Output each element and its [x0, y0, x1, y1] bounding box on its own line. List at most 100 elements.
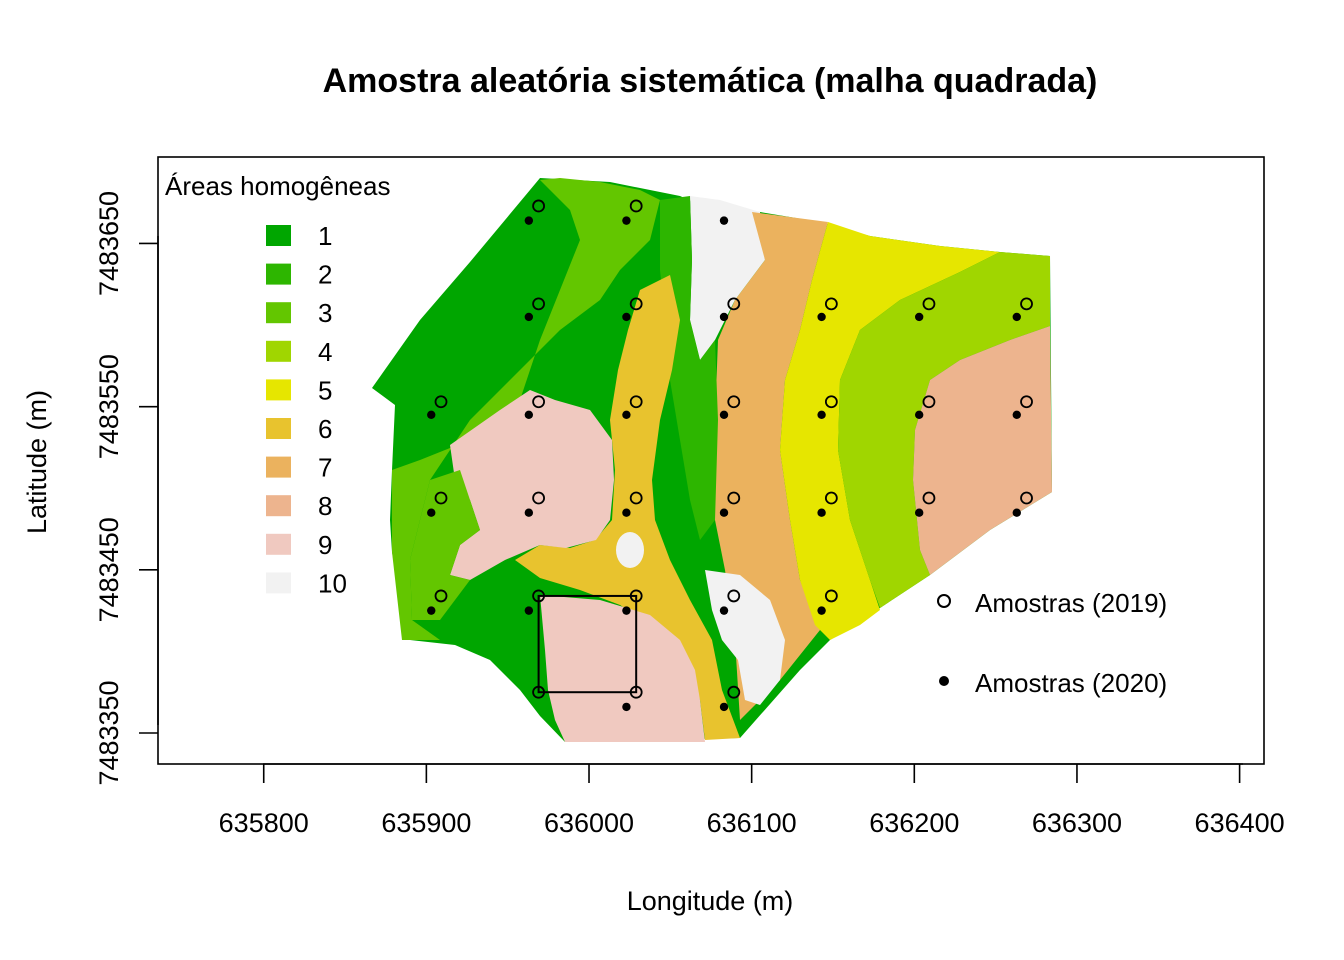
- sample-2020-point: [1012, 312, 1021, 322]
- zones-legend: Áreas homogêneas 1 2 3 4 5 6 7 8 9 10: [165, 171, 390, 598]
- sample-2019-point: [629, 297, 643, 311]
- zone-legend-label: 8: [318, 491, 332, 521]
- sample-2020-point: [524, 508, 534, 517]
- sample-2020-point: [427, 410, 436, 420]
- zone-5-band: [780, 222, 1000, 640]
- sample-2019-point: [629, 395, 643, 409]
- zone-legend-label: 10: [318, 568, 347, 598]
- x-tick-label: 635900: [381, 808, 471, 838]
- sample-2019-point: [629, 199, 643, 213]
- legend-filled-dot-icon: [939, 676, 949, 686]
- y-axis-label: Latitude (m): [22, 390, 52, 534]
- sample-2019-point: [922, 491, 936, 505]
- sample-2020-point: [817, 508, 826, 517]
- sample-2019-point: [1020, 297, 1033, 311]
- zone-9-area: [450, 390, 614, 580]
- zone-legend-label: 6: [318, 414, 332, 444]
- zone-legend-label: 5: [318, 375, 332, 405]
- legend-2020-label: Amostras (2020): [975, 668, 1167, 698]
- legend-2019-label: Amostras (2019): [975, 588, 1167, 618]
- zone-10-island: [616, 532, 644, 568]
- zone-legend-label: 2: [318, 260, 332, 290]
- sample-2019-point: [922, 297, 936, 311]
- sample-2019-point: [629, 491, 643, 505]
- sample-2019-point: [532, 685, 545, 699]
- sample-2019-point: [434, 491, 448, 505]
- sample-2020-point: [719, 312, 729, 322]
- zone-4-band: [838, 252, 1050, 608]
- zone-legend-label: 3: [318, 298, 332, 328]
- x-tick-label: 636300: [1032, 808, 1122, 838]
- sample-2020-point: [622, 702, 631, 712]
- samples-2019-series: [434, 199, 1033, 699]
- zone-legend-label: 4: [318, 337, 332, 367]
- sample-2019-point: [532, 589, 545, 603]
- sample-2019-point: [824, 589, 838, 603]
- sample-2020-point: [622, 508, 631, 517]
- sample-2019-point: [1020, 491, 1033, 505]
- sample-2020-point: [817, 410, 826, 420]
- zone-legend-label: 1: [318, 221, 332, 251]
- sample-2020-point: [719, 508, 729, 517]
- zone-legend-swatch: [266, 225, 291, 246]
- zone-legend-swatch: [266, 263, 291, 285]
- sample-2020-point: [524, 410, 534, 420]
- samples-legend: Amostras (2019) Amostras (2020): [937, 588, 1167, 698]
- sample-2019-point: [532, 199, 545, 213]
- homogeneous-zones-raster: [372, 178, 1052, 742]
- sample-2019-point: [824, 491, 838, 505]
- zone-9-bottom: [540, 595, 705, 742]
- sample-2019-point: [434, 395, 448, 409]
- sample-2020-point: [427, 606, 436, 615]
- zone-10-bottom: [705, 570, 785, 705]
- x-tick-label: 636400: [1195, 808, 1285, 838]
- y-tick-label: 7483350: [94, 680, 124, 785]
- y-axis: 7483350 7483450 7483550 7483650: [94, 191, 159, 786]
- sample-2020-point: [524, 312, 534, 322]
- x-axis: 635800 635900 636000 636100 636200 636300 6364…: [219, 763, 1285, 838]
- sample-2019-point: [1020, 395, 1033, 409]
- zone-legend-label: 9: [318, 530, 332, 560]
- sample-2019-point: [727, 589, 741, 603]
- sample-2020-point: [622, 606, 631, 615]
- sample-2020-point: [914, 410, 924, 420]
- sample-2019-point: [629, 685, 643, 699]
- zone-legend-swatch: [266, 456, 291, 478]
- sample-2020-point: [914, 508, 924, 517]
- sample-2020-point: [622, 410, 631, 420]
- sample-2020-point: [427, 508, 436, 517]
- sample-2019-point: [824, 395, 838, 409]
- sample-2020-point: [719, 216, 729, 225]
- zone-legend-label: 7: [318, 453, 332, 483]
- x-tick-label: 636200: [869, 808, 959, 838]
- x-tick-label: 636100: [707, 808, 797, 838]
- sample-2020-point: [1012, 410, 1021, 420]
- zone-6-band: [515, 275, 740, 740]
- sample-2019-point: [629, 589, 643, 603]
- sample-2019-point: [532, 297, 545, 311]
- zone-legend-swatch: [266, 418, 291, 439]
- zone-legend-swatch: [266, 495, 291, 517]
- sample-2020-point: [622, 216, 631, 225]
- x-tick-label: 636000: [544, 808, 634, 838]
- sample-2019-point: [532, 395, 545, 409]
- sample-2019-point: [532, 491, 545, 505]
- zones-legend-title: Áreas homogêneas: [165, 171, 390, 201]
- zone-legend-swatch: [266, 572, 291, 594]
- x-axis-label: Longitude (m): [627, 886, 794, 916]
- zone-3-fringe: [410, 470, 480, 620]
- zone-legend-swatch: [266, 302, 291, 324]
- zone-legend-swatch: [266, 379, 291, 401]
- y-tick-label: 7483550: [94, 354, 124, 459]
- samples-2020-series: [427, 216, 1021, 712]
- sample-2019-point: [727, 685, 741, 699]
- zone-2-strip: [660, 196, 718, 540]
- sample-2020-point: [622, 312, 631, 322]
- x-tick-label: 635800: [219, 808, 309, 838]
- sample-2019-point: [434, 589, 448, 603]
- zone-3-area: [392, 178, 660, 640]
- sample-2020-point: [719, 606, 729, 615]
- sample-2019-point: [727, 491, 741, 505]
- sample-2020-point: [719, 702, 729, 712]
